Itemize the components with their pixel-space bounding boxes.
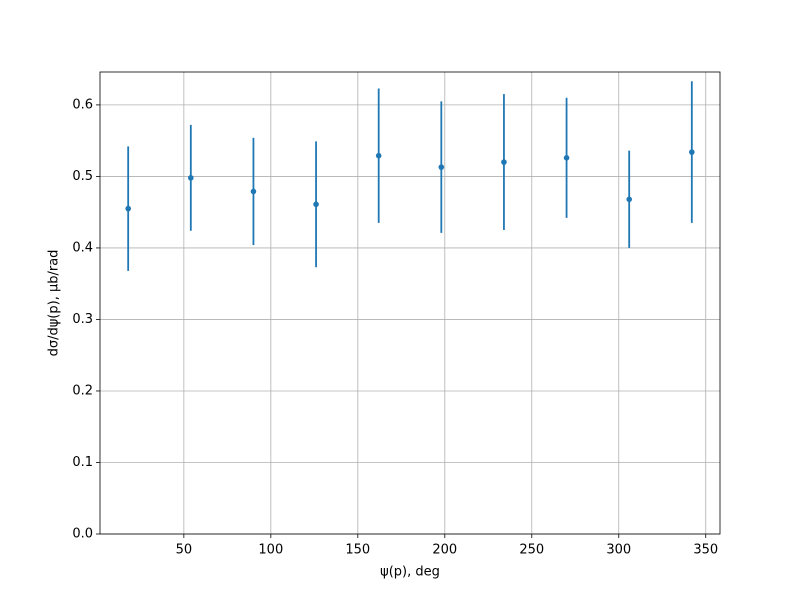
y-tick-label: 0.2: [72, 383, 93, 398]
y-axis-label: dσ/dψ(p), μb/rad: [47, 250, 62, 357]
x-tick-label: 200: [432, 543, 457, 558]
data-point: [501, 159, 507, 165]
y-tick-label: 0.3: [72, 312, 93, 327]
data-point: [375, 152, 382, 159]
x-tick-label: 50: [176, 543, 193, 558]
x-axis-label: ψ(p), deg: [380, 565, 440, 580]
x-tick-label: 100: [258, 543, 283, 558]
data-point: [563, 155, 570, 161]
data-point: [188, 175, 194, 181]
data-point: [689, 149, 695, 155]
data-point: [250, 188, 257, 195]
y-tick-label: 0.5: [72, 169, 93, 184]
data-point: [125, 205, 131, 212]
data-point: [313, 201, 319, 208]
y-tick-label: 0.6: [72, 97, 93, 112]
y-tick-label: 0.4: [72, 240, 93, 255]
y-tick-label: 0.0: [72, 527, 93, 542]
plot-frame: [99, 71, 721, 535]
data-point: [438, 164, 445, 170]
x-tick-label: 150: [345, 543, 370, 558]
y-tick-label: 0.1: [72, 455, 93, 470]
x-tick-label: 350: [693, 543, 718, 558]
data-point: [626, 196, 632, 203]
x-tick-label: 300: [606, 543, 631, 558]
x-tick-label: 250: [519, 543, 544, 558]
